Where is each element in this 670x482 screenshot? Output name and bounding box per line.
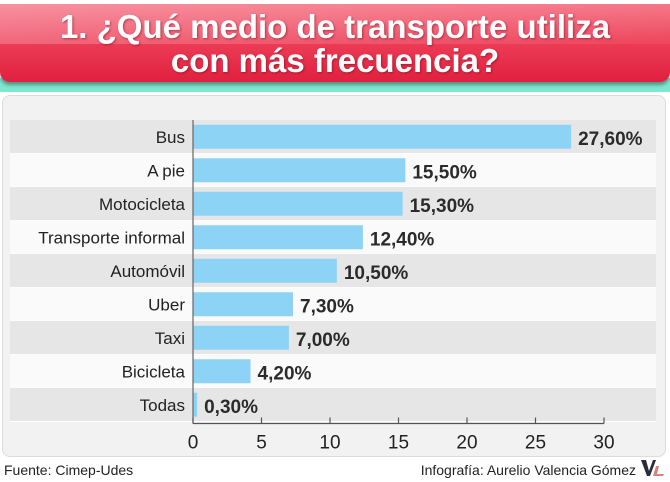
x-tick-label: 25 — [525, 433, 546, 454]
category-label: Transporte informal — [38, 228, 185, 247]
x-tick-label: 15 — [388, 433, 409, 454]
banner-gloss — [0, 4, 670, 44]
category-label: Automóvil — [110, 262, 185, 281]
title-line-1: 1. ¿Qué medio de transporte utiliza — [59, 8, 611, 45]
x-tick-label: 0 — [188, 433, 199, 454]
row-band — [10, 287, 656, 321]
bar-1 — [193, 158, 406, 183]
category-label: Bus — [156, 128, 185, 147]
vl-logo-icon — [641, 460, 664, 476]
category-label: Bicicleta — [122, 362, 186, 381]
row-band — [10, 321, 656, 355]
value-label: 15,30% — [410, 196, 475, 217]
title-line-2: con más frecuencia? — [170, 42, 500, 79]
category-label: Motocicleta — [99, 195, 186, 214]
category-label: Taxi — [155, 329, 185, 348]
bar-5 — [193, 292, 294, 317]
x-tick-label: 5 — [256, 433, 267, 454]
chart-title: 1. ¿Qué medio de transporte utiliza con … — [0, 10, 670, 78]
title-banner: 1. ¿Qué medio de transporte utiliza con … — [0, 4, 670, 82]
row-band — [10, 388, 656, 422]
value-label: 27,60% — [578, 129, 643, 150]
category-label: Todas — [140, 396, 185, 415]
bar-8 — [193, 392, 198, 417]
x-tick-label: 20 — [456, 433, 477, 454]
value-label: 15,50% — [412, 162, 477, 183]
x-tick-label: 10 — [319, 433, 340, 454]
bar-7 — [193, 359, 251, 384]
category-label: Uber — [148, 295, 185, 314]
value-label: 4,20% — [258, 363, 312, 384]
value-label: 12,40% — [370, 229, 435, 250]
row-band — [10, 354, 656, 388]
source-text: Fuente: Cimep-Udes — [4, 462, 134, 478]
value-label: 10,50% — [344, 263, 409, 284]
bar-3 — [193, 225, 363, 250]
bar-4 — [193, 258, 337, 283]
value-label: 0,30% — [204, 397, 258, 418]
value-label: 7,30% — [300, 296, 354, 317]
x-tick-label: 30 — [593, 433, 614, 454]
bar-6 — [193, 325, 289, 350]
bar-0 — [193, 124, 572, 149]
value-label: 7,00% — [296, 330, 350, 351]
category-label: A pie — [147, 161, 185, 180]
credit-text: Infografía: Aurelio Valencia Gómez — [420, 462, 636, 478]
bar-2 — [193, 191, 403, 216]
